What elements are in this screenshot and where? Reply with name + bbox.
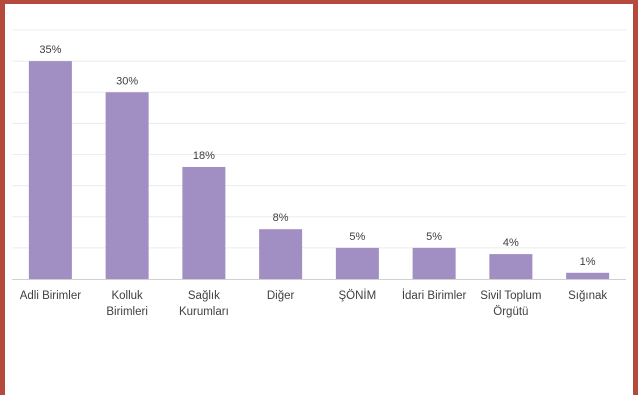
- category-label-line: Diğer: [267, 290, 295, 302]
- data-label: 5%: [426, 231, 442, 243]
- data-label: 30%: [116, 75, 138, 87]
- bar: [29, 61, 72, 279]
- data-label: 1%: [580, 256, 596, 268]
- gridlines: [12, 30, 626, 248]
- category-label-line: Sığınak: [568, 290, 607, 302]
- category-label: ŞÖNİM: [339, 289, 377, 302]
- category-label-line: Kurumları: [179, 306, 229, 318]
- category-label: Sivil Toplum Örgütü: [480, 290, 541, 318]
- category-label-line: Örgütü: [493, 306, 528, 318]
- bar: [106, 92, 149, 279]
- category-label: Sağlık Kurumları: [179, 290, 229, 318]
- bar: [413, 248, 456, 279]
- data-label: 35%: [39, 44, 61, 56]
- bar: [259, 229, 302, 279]
- category-label-line: Birimleri: [106, 306, 148, 318]
- category-label-line: Kolluk: [111, 290, 143, 302]
- bar: [336, 248, 379, 279]
- category-label: Adli Birimler: [20, 290, 82, 302]
- data-label: 8%: [273, 212, 289, 224]
- data-label: 5%: [349, 231, 365, 243]
- category-label-line: Sivil Toplum: [480, 290, 541, 302]
- category-label-line: ŞÖNİM: [339, 289, 377, 302]
- bar: [182, 167, 225, 279]
- bar: [489, 254, 532, 279]
- category-label-line: Adli Birimler: [20, 290, 82, 302]
- category-label-line: İdari Birimler: [402, 289, 467, 302]
- category-labels: Adli Birimler Kolluk Birimleri Sağlık Kuruml…: [20, 289, 608, 318]
- category-label-line: Sağlık: [188, 290, 220, 302]
- category-label: Kolluk Birimleri: [106, 290, 148, 318]
- category-label: İdari Birimler: [402, 289, 467, 302]
- category-label: Diğer: [267, 290, 295, 302]
- bar: [566, 273, 609, 279]
- data-label: 4%: [503, 237, 519, 249]
- bars: [29, 61, 609, 279]
- category-label: Sığınak: [568, 290, 607, 302]
- data-label: 18%: [193, 150, 215, 162]
